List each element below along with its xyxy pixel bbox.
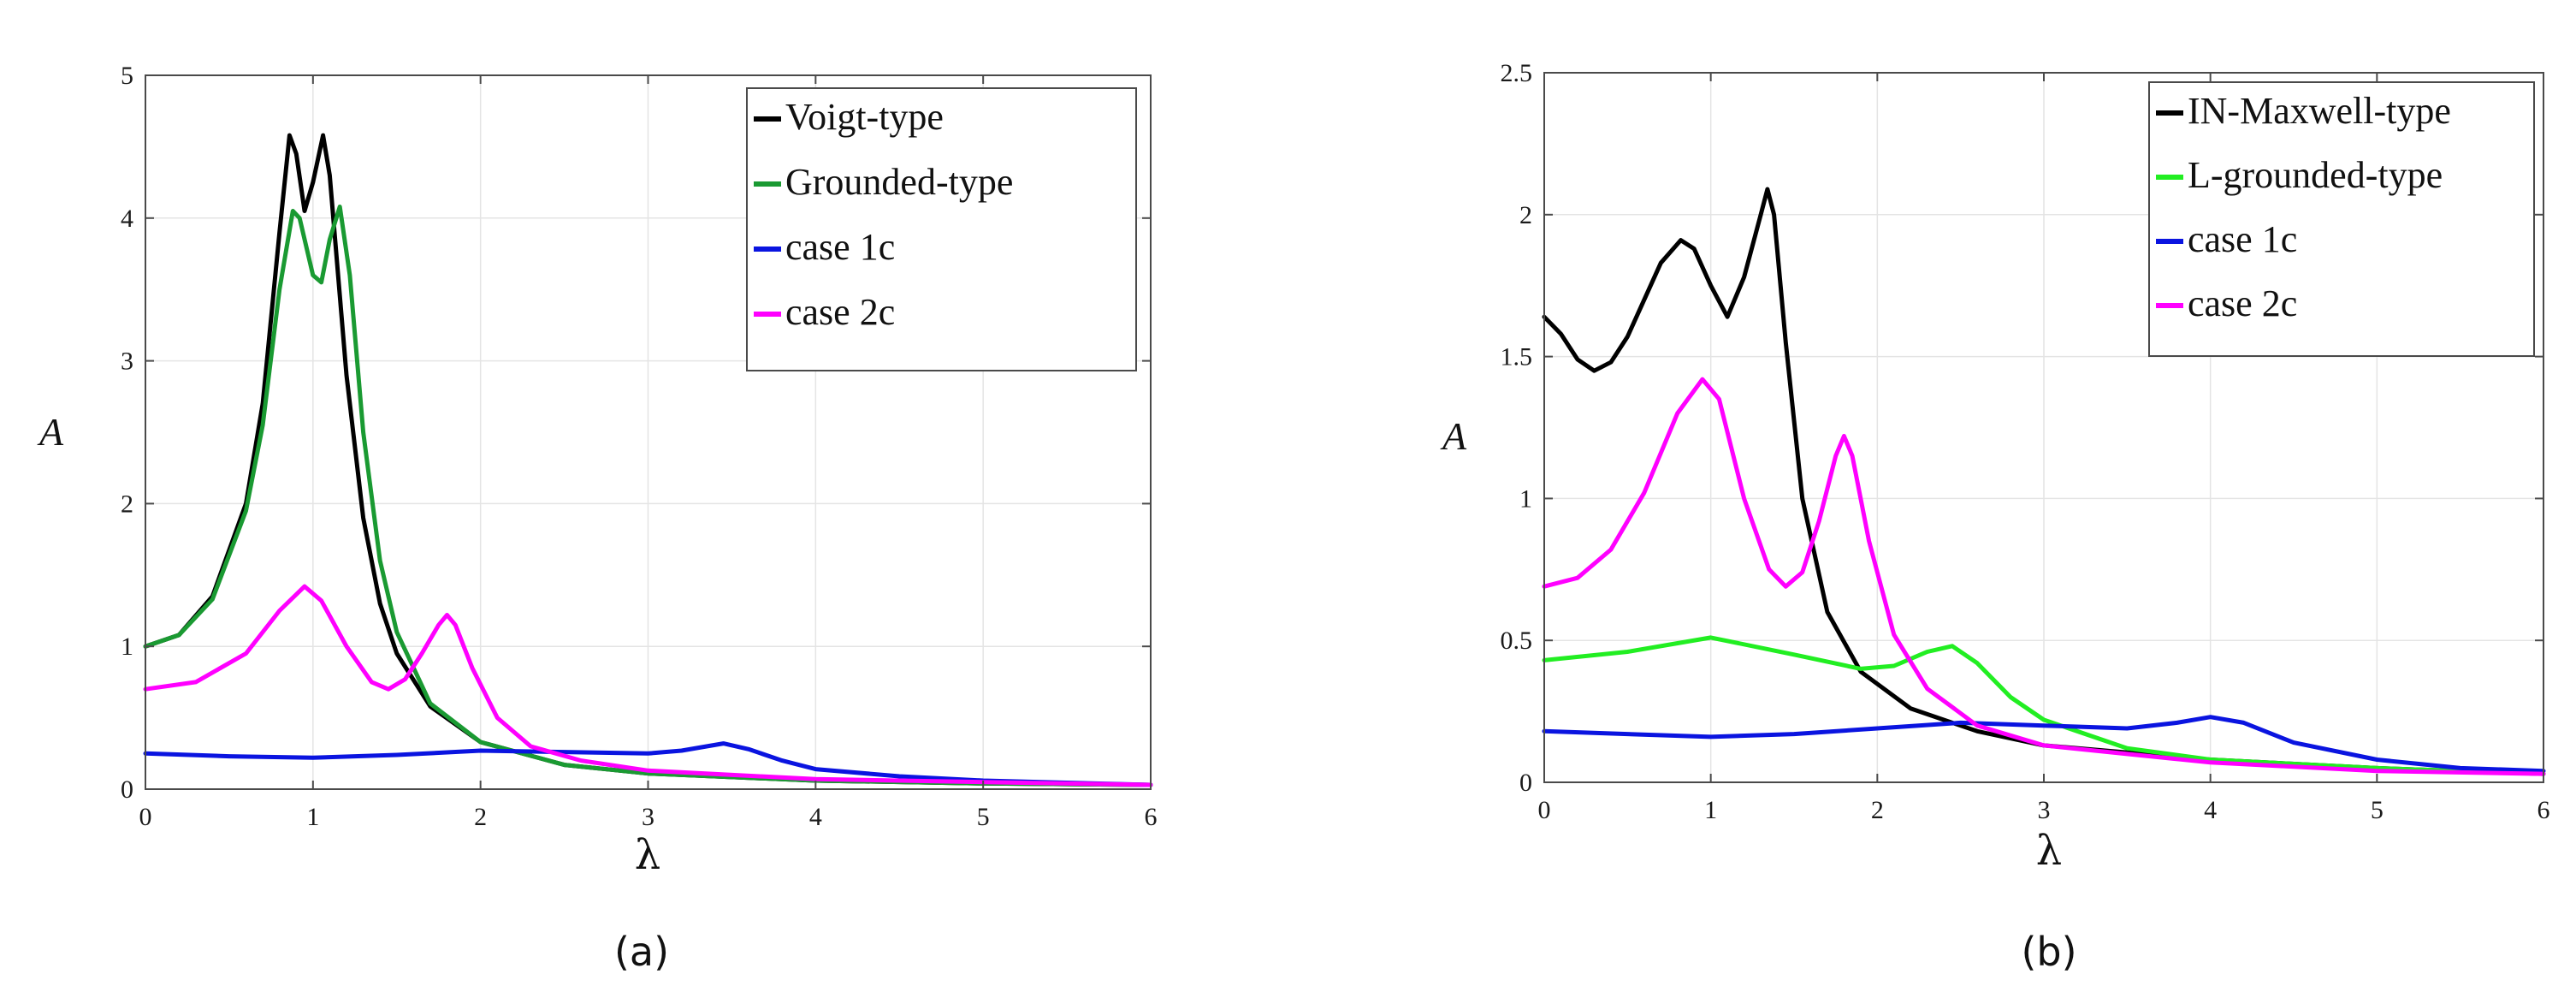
legend: Voigt-type Grounded-type case 1c case 2c xyxy=(746,87,1137,371)
y-axis-label: A xyxy=(37,410,64,454)
legend-entry-label: IN-Maxwell-type xyxy=(2188,90,2451,132)
chart-panel-a: 0 1 2 3 4 5 6 0 1 2 3 4 5 Aλ Voigt-type Grounded-type ca… xyxy=(37,62,1158,975)
x-tick-label: 6 xyxy=(1145,803,1158,831)
legend-entry-label: case 2c xyxy=(2188,282,2297,324)
y-tick-label: 2 xyxy=(1519,201,1532,229)
x-axis-label: λ xyxy=(635,831,660,879)
x-tick-label: 2 xyxy=(1871,796,1884,824)
legend-entry-label: Voigt-type xyxy=(785,96,944,138)
series-line-case-1c xyxy=(143,741,1153,787)
series-line-case-2c xyxy=(1542,377,2546,776)
y-tick-label: 1 xyxy=(1519,484,1532,513)
y-tick-label: 2.5 xyxy=(1501,59,1533,87)
y-axis-label: A xyxy=(1440,414,1467,458)
x-tick-label: 6 xyxy=(2538,796,2550,824)
series-line-case-1c xyxy=(1542,715,2546,774)
x-tick-label: 2 xyxy=(474,803,487,831)
y-tick-label: 0.5 xyxy=(1501,627,1533,655)
panel-caption: (a) xyxy=(614,929,669,975)
series-line-in-maxwell-type xyxy=(1542,187,2546,776)
legend-entry-label: case 2c xyxy=(785,291,895,333)
y-tick-label: 3 xyxy=(121,348,133,376)
y-tick-label: 0 xyxy=(1519,769,1532,797)
legend-box xyxy=(746,87,1137,371)
x-tick-label: 1 xyxy=(306,803,319,831)
legend-entry-label: Grounded-type xyxy=(785,161,1013,203)
series-line-l-grounded-type xyxy=(1542,635,2546,776)
y-tick-label: 1.5 xyxy=(1501,343,1533,371)
legend-entry-label: case 1c xyxy=(2188,218,2297,260)
x-tick-label: 1 xyxy=(1704,796,1717,824)
x-tick-label: 4 xyxy=(2204,796,2217,824)
x-tick-label: 4 xyxy=(809,803,822,831)
y-tick-label: 5 xyxy=(121,62,133,90)
x-tick-label: 0 xyxy=(1538,796,1551,824)
y-tick-label: 1 xyxy=(121,633,133,661)
x-tick-label: 0 xyxy=(139,803,152,831)
x-tick-label: 3 xyxy=(642,803,654,831)
x-tick-label: 5 xyxy=(977,803,990,831)
series-line-grounded-type xyxy=(143,205,1153,787)
series-line-case-2c xyxy=(143,584,1153,787)
chart-panel-b: 0 1 2 3 4 5 6 0 0.5 1 1.5 2 2.5 Aλ IN-Maxwell-type L-gr… xyxy=(1440,59,2550,975)
x-tick-label: 3 xyxy=(2038,796,2051,824)
legend: IN-Maxwell-type L-grounded-type case 1c cas… xyxy=(2148,81,2535,357)
legend-entry-label: L-grounded-type xyxy=(2188,154,2443,196)
y-tick-label: 2 xyxy=(121,490,133,518)
legend-box xyxy=(2148,81,2535,357)
legend-entry-label: case 1c xyxy=(785,226,895,268)
panel-caption: (b) xyxy=(2021,929,2076,975)
x-axis-label: λ xyxy=(2036,827,2062,875)
x-tick-label: 5 xyxy=(2371,796,2384,824)
y-tick-label: 4 xyxy=(121,205,133,233)
y-tick-label: 0 xyxy=(121,775,133,804)
